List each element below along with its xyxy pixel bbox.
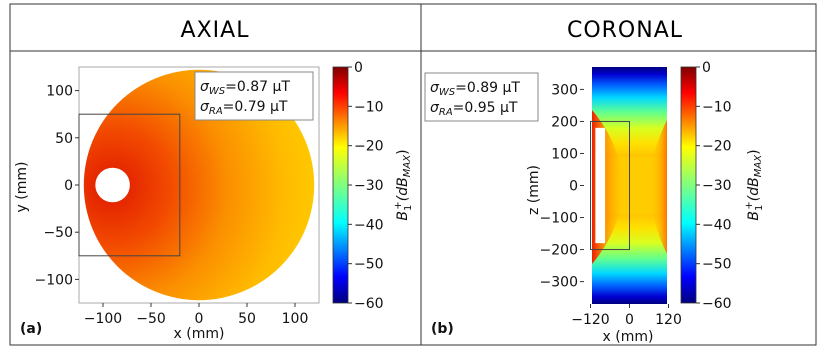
axial-x-tick-label: 50 xyxy=(238,311,256,327)
coronal-title: CORONAL xyxy=(567,18,683,43)
axial-x-tick-label: 0 xyxy=(195,311,204,327)
coronal-y-label: z (mm) xyxy=(526,165,542,215)
axial-colorbar-label: B1+(dBMAX) xyxy=(393,149,414,220)
axial-title: AXIAL xyxy=(181,18,250,43)
colorbar-tick-label: −20 xyxy=(702,139,732,155)
axial-colorbar xyxy=(332,66,349,304)
axial-y-tick-label: 50 xyxy=(55,131,73,147)
axial-phantom-field xyxy=(83,69,315,301)
axial-sigma-box xyxy=(194,71,314,121)
coronal-y-tick-label: 0 xyxy=(569,179,578,195)
colorbar-tick-label: −20 xyxy=(354,139,384,155)
coronal-sigma-box xyxy=(424,72,539,122)
coronal-colorbar-ticks: 0 −10 −20 −30 −40 −50 −60 xyxy=(696,60,732,312)
coronal-colorbar-label: B1+(dBMAX) xyxy=(744,149,765,220)
colorbar-tick-label: −30 xyxy=(702,178,732,194)
axial-colorbar-ticks: 0 −10 −20 −30 −40 −50 −60 xyxy=(348,60,384,312)
panel-label-a: (a) xyxy=(20,321,42,337)
axial-y-tick-label: −100 xyxy=(35,272,73,288)
coronal-roi-rect xyxy=(590,120,630,251)
axial-y-tick-label: −50 xyxy=(43,225,73,241)
colorbar-tick-label: −40 xyxy=(702,217,732,233)
colorbar-tick-label: −50 xyxy=(354,257,384,273)
axial-sigma-ws: σWS=0.87 μT xyxy=(200,79,290,97)
coronal-right-warm-region xyxy=(648,120,667,254)
colorbar-tick-label: −10 xyxy=(702,99,732,115)
coronal-insert xyxy=(595,127,606,244)
coronal-sigma-ra: σRA=0.95 μT xyxy=(430,100,518,118)
axial-x-tick-label: 100 xyxy=(282,311,309,327)
coronal-x-ticks: −120 0 120 xyxy=(571,304,682,328)
coronal-y-tick-label: 200 xyxy=(551,114,578,130)
axial-x-label: x (mm) xyxy=(174,326,225,342)
colorbar-tick-label: 0 xyxy=(702,60,711,76)
colorbar-tick-label: −50 xyxy=(702,257,732,273)
coronal-y-tick-label: −200 xyxy=(540,243,578,259)
coronal-x-tick-label: −120 xyxy=(571,312,609,328)
axial-x-tick-label: −50 xyxy=(136,311,166,327)
colorbar-tick-label: 0 xyxy=(354,60,363,76)
coronal-colorbar xyxy=(680,66,697,304)
panel-label-b: (b) xyxy=(431,321,454,337)
axial-y-ticks: 100 50 0 −50 −100 xyxy=(35,84,79,288)
axial-y-tick-label: 0 xyxy=(64,178,73,194)
axial-x-ticks: −100 −50 0 50 100 xyxy=(84,303,309,327)
coronal-x-tick-label: 120 xyxy=(655,312,682,328)
axial-sigma-ra: σRA=0.79 μT xyxy=(200,99,288,117)
coronal-sigma-ws: σWS=0.89 μT xyxy=(430,80,520,98)
axial-y-tick-label: 100 xyxy=(46,84,73,100)
colorbar-tick-label: −30 xyxy=(354,178,384,194)
coronal-y-tick-label: 100 xyxy=(551,146,578,162)
coronal-y-tick-label: −300 xyxy=(540,275,578,291)
coronal-y-tick-label: 300 xyxy=(551,82,578,98)
coronal-x-tick-label: 0 xyxy=(625,312,634,328)
axial-y-label: y (mm) xyxy=(14,162,30,213)
axial-hole xyxy=(95,167,130,203)
figure-border xyxy=(9,3,817,346)
colorbar-tick-label: −40 xyxy=(354,217,384,233)
coronal-y-tick-label: −100 xyxy=(540,211,578,227)
colorbar-tick-label: −60 xyxy=(354,296,384,312)
colorbar-tick-label: −60 xyxy=(702,296,732,312)
coronal-x-label: x (mm) xyxy=(603,329,654,345)
coronal-y-ticks: 300 200 100 0 −100 −200 −300 xyxy=(540,82,584,291)
colorbar-tick-label: −10 xyxy=(354,99,384,115)
axial-x-tick-label: −100 xyxy=(84,311,122,327)
